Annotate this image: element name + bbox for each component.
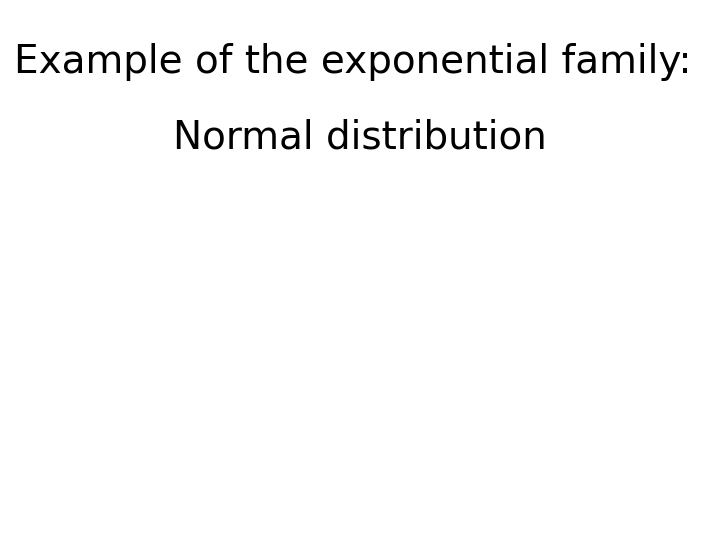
Text: Example of the exponential family:: Example of the exponential family: — [14, 43, 692, 81]
Text: Normal distribution: Normal distribution — [173, 119, 547, 157]
